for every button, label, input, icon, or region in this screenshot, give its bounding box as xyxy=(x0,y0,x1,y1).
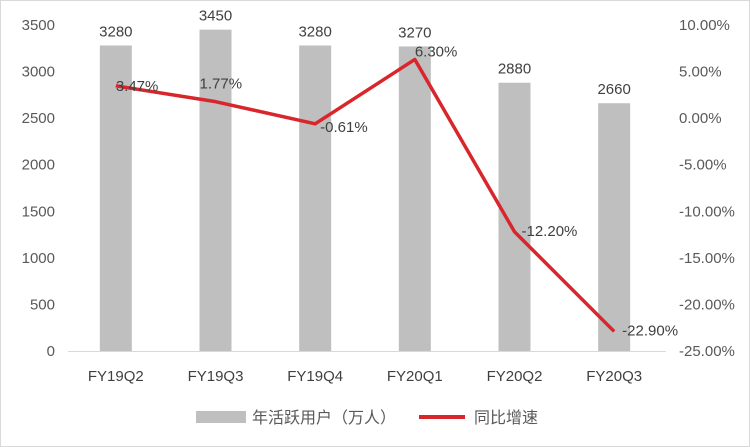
y-left-tick-label: 2500 xyxy=(22,110,55,127)
bar-FY19Q3 xyxy=(199,29,232,352)
bar-value-label: 2880 xyxy=(498,61,531,78)
bar-value-label: 3280 xyxy=(298,23,331,40)
bar-FY20Q3 xyxy=(598,103,631,352)
bar-value-label: 3280 xyxy=(99,23,132,40)
line-value-label: -12.20% xyxy=(522,223,578,240)
bar-FY20Q2 xyxy=(498,82,531,352)
y-right-tick-label: 5.00% xyxy=(679,64,722,81)
line-value-label: -0.61% xyxy=(320,119,368,136)
y-right-tick-label: 10.00% xyxy=(679,17,730,34)
legend-label-line: 同比增速 xyxy=(474,408,538,427)
legend-label-bar: 年活跃用户（万人） xyxy=(252,408,396,427)
y-left-tick-label: 500 xyxy=(30,296,55,313)
bar-series: 3280 3450 3280 3270 2880 2660 xyxy=(99,8,631,352)
x-tick-label: FY20Q1 xyxy=(387,368,443,385)
line-value-label: 1.77% xyxy=(200,76,243,93)
x-tick-label: FY19Q3 xyxy=(188,368,244,385)
y-left-tick-label: 1000 xyxy=(22,250,55,267)
legend: 年活跃用户（万人） 同比增速 xyxy=(196,408,538,427)
legend-swatch-bar xyxy=(196,411,246,423)
axes: FY19Q2 FY19Q3 FY19Q4 FY20Q1 FY20Q2 FY20Q3 0 500… xyxy=(22,17,735,385)
bar-FY19Q4 xyxy=(299,45,332,352)
y-right-tick-label: 0.00% xyxy=(679,110,722,127)
y-right-tick-label: -10.00% xyxy=(679,203,735,220)
bar-FY19Q2 xyxy=(99,45,132,352)
y-left-tick-label: 3500 xyxy=(22,17,55,34)
x-tick-label: FY19Q4 xyxy=(287,368,343,385)
bar-value-label: 2660 xyxy=(597,81,630,98)
y-right-tick-label: -20.00% xyxy=(679,296,735,313)
bar-value-label: 3450 xyxy=(199,8,232,25)
y-right-tick-label: -25.00% xyxy=(679,343,735,360)
line-value-label: 6.30% xyxy=(415,43,458,60)
y-left-tick-label: 3000 xyxy=(22,64,55,81)
x-tick-label: FY19Q2 xyxy=(88,368,144,385)
line-series: 3.47% 1.77% -0.61% 6.30% -12.20% -22.90% xyxy=(115,43,678,339)
bar-value-label: 3270 xyxy=(398,24,431,41)
bar-FY20Q1 xyxy=(398,46,431,352)
x-tick-label: FY20Q3 xyxy=(586,368,642,385)
y-right-tick-label: -15.00% xyxy=(679,250,735,267)
line-value-label: -22.90% xyxy=(622,322,678,339)
y-left-tick-label: 2000 xyxy=(22,157,55,174)
y-left-tick-label: 1500 xyxy=(22,203,55,220)
x-tick-label: FY20Q2 xyxy=(487,368,543,385)
growth-line xyxy=(115,57,616,333)
y-right-tick-label: -5.00% xyxy=(679,157,727,174)
line-value-label: 3.47% xyxy=(116,78,159,95)
y-left-tick-label: 0 xyxy=(47,343,55,360)
